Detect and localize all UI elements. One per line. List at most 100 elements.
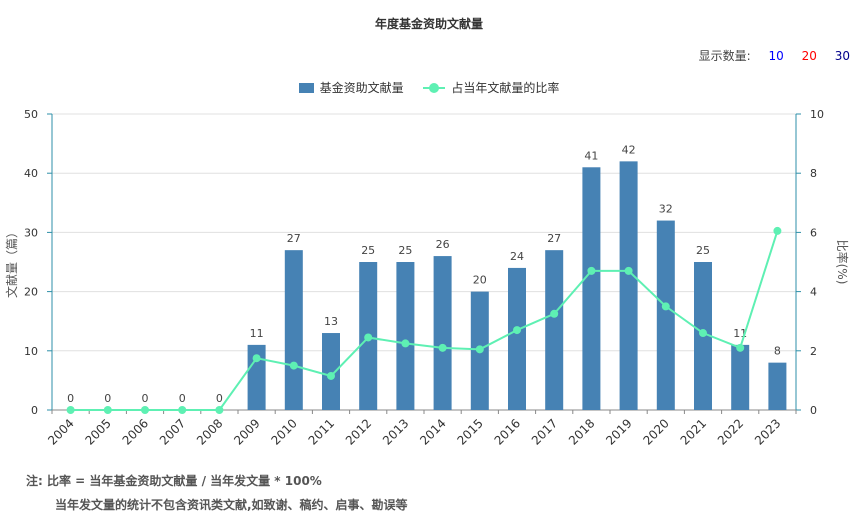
x-axis-tick-label: 2015 <box>454 416 485 447</box>
bar-data-label: 25 <box>398 244 412 257</box>
bar-data-label: 0 <box>104 392 111 405</box>
ratio-point <box>364 333 373 342</box>
y-axis-left-title: 文献量（篇） <box>4 226 19 298</box>
bar-data-label: 24 <box>510 250 524 263</box>
ratio-point <box>699 329 707 338</box>
ratio-point <box>252 354 261 363</box>
bar <box>396 262 415 410</box>
x-axis-tick-label: 2006 <box>120 416 151 447</box>
y-axis-left-tick-label: 10 <box>24 345 38 358</box>
bar-data-label: 27 <box>287 232 301 245</box>
display-count-label: 显示数量: <box>698 49 751 63</box>
x-axis-tick-label: 2005 <box>82 416 113 447</box>
display-count-option-20[interactable]: 20 <box>801 49 817 63</box>
y-axis-left-tick-label: 20 <box>24 286 38 299</box>
display-count-option-30[interactable]: 30 <box>834 49 850 63</box>
chart-legend: 基金资助文献量 占当年文献量的比率 <box>0 79 858 96</box>
bar <box>656 220 675 410</box>
note-formula: 注: 比率 = 当年基金资助文献量 / 当年发文量 * 100% <box>26 474 322 488</box>
ratio-point <box>215 406 224 414</box>
bar-data-label: 0 <box>216 392 223 405</box>
y-axis-left-tick-label: 30 <box>24 226 38 239</box>
ratio-point <box>661 302 670 311</box>
ratio-point <box>401 339 410 348</box>
x-axis-tick-label: 2020 <box>640 416 671 447</box>
ratio-point <box>327 371 335 380</box>
x-axis-tick-label: 2016 <box>492 416 523 447</box>
ratio-point <box>289 361 298 370</box>
bar <box>433 256 452 410</box>
x-axis-tick-label: 2007 <box>157 416 188 447</box>
y-axis-left-tick-label: 0 <box>31 404 38 417</box>
y-axis-right-tick-label: 10 <box>810 108 824 121</box>
note-exclusion: 当年发文量的统计不包含资讯类文献,如致谢、稿约、启事、勘误等 <box>55 498 408 512</box>
x-axis-tick-label: 2013 <box>380 416 411 447</box>
x-axis-tick-label: 2017 <box>529 416 560 447</box>
bar <box>284 250 303 410</box>
y-axis-right-tick-label: 2 <box>810 345 817 358</box>
bar-data-label: 25 <box>696 244 710 257</box>
y-axis-right-title: 比率(%) <box>835 240 850 285</box>
display-count-option-10[interactable]: 10 <box>768 49 784 63</box>
bar <box>545 250 564 410</box>
legend-bar-swatch <box>298 82 314 93</box>
ratio-line <box>70 230 779 411</box>
y-axis-right-tick-label: 8 <box>810 167 817 180</box>
bar-data-label: 32 <box>659 203 673 216</box>
ratio-point <box>178 406 187 414</box>
y-axis-left-tick-label: 50 <box>24 108 38 121</box>
bar-data-label: 26 <box>436 238 450 251</box>
x-axis-tick-label: 2012 <box>343 416 374 447</box>
bar <box>508 267 526 410</box>
x-axis-tick-label: 2021 <box>678 416 709 447</box>
ratio-point <box>550 309 559 318</box>
bar <box>619 161 638 410</box>
bar-data-label: 25 <box>361 244 375 257</box>
bar-data-label: 0 <box>67 392 74 405</box>
ratio-point <box>587 266 596 275</box>
bar-data-label: 13 <box>324 315 338 328</box>
ratio-point <box>66 406 75 414</box>
x-axis-tick-label: 2019 <box>603 416 634 447</box>
y-axis-right-tick-label: 4 <box>810 286 817 299</box>
ratio-point <box>475 345 484 354</box>
legend-line-swatch <box>423 82 446 93</box>
x-axis-tick-label: 2009 <box>231 416 262 447</box>
ratio-point <box>438 343 447 352</box>
display-count-selector: 显示数量: 10 20 30 <box>699 47 850 64</box>
bar <box>582 167 601 410</box>
bar <box>322 333 340 410</box>
bar <box>247 344 266 410</box>
x-axis-tick-label: 2004 <box>45 416 76 447</box>
bar-data-label: 11 <box>250 327 264 340</box>
ratio-point <box>736 343 745 352</box>
bar-data-label: 8 <box>774 345 781 358</box>
x-axis-tick-label: 2022 <box>715 416 746 447</box>
legend-line-label: 占当年文献量的比率 <box>451 81 560 95</box>
x-axis-tick-label: 2008 <box>194 416 225 447</box>
legend-item-line[interactable]: 占当年文献量的比率 <box>423 79 559 96</box>
bar-data-label: 42 <box>622 143 636 156</box>
bar-data-label: 20 <box>473 274 487 287</box>
legend-item-bar[interactable]: 基金资助文献量 <box>298 79 404 96</box>
y-axis-left-tick-label: 40 <box>24 167 38 180</box>
legend-bar-label: 基金资助文献量 <box>319 81 404 95</box>
x-axis-tick-label: 2023 <box>752 416 783 447</box>
bar-data-label: 0 <box>179 392 186 405</box>
ratio-point <box>513 326 521 335</box>
y-axis-right-tick-label: 6 <box>810 226 817 239</box>
chart-title: 年度基金资助文献量 <box>374 17 483 31</box>
bar-data-label: 41 <box>584 149 598 162</box>
ratio-point <box>624 266 633 275</box>
x-axis-tick-label: 2011 <box>306 416 337 447</box>
ratio-point <box>141 406 149 414</box>
x-axis-tick-label: 2018 <box>566 416 597 447</box>
bar <box>768 362 787 410</box>
bar-data-label: 27 <box>547 232 561 245</box>
y-axis-right-tick-label: 0 <box>810 404 817 417</box>
ratio-point <box>103 406 112 414</box>
ratio-point <box>773 226 782 235</box>
x-axis-tick-label: 2010 <box>268 416 299 447</box>
bar-data-label: 0 <box>142 392 149 405</box>
